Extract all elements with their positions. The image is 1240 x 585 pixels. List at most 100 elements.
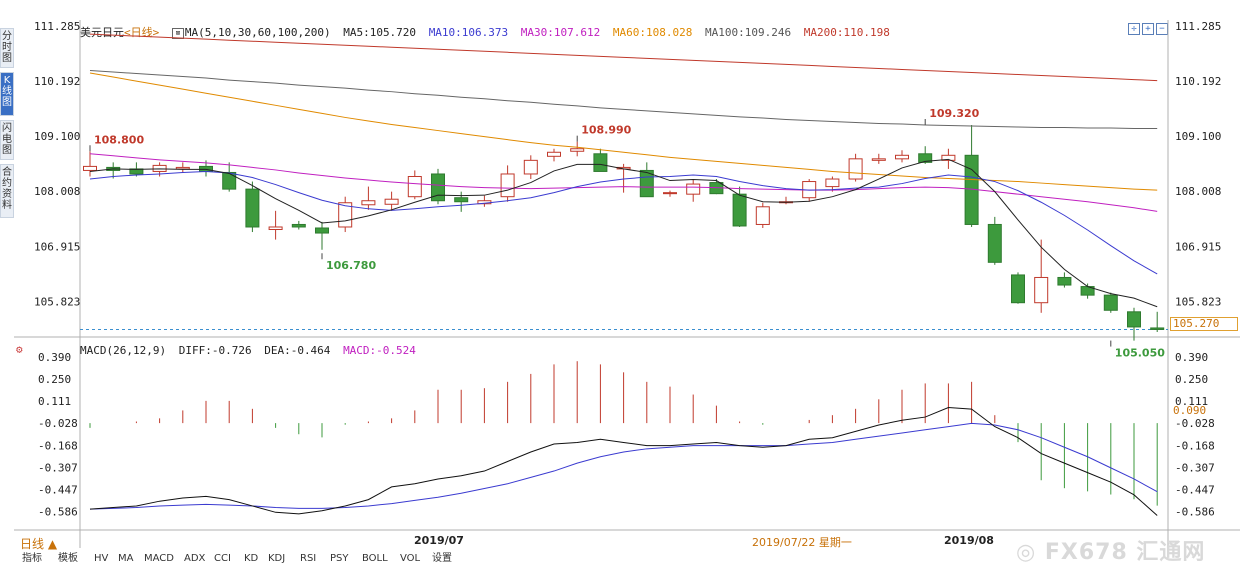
ma200-value: MA200:110.198 — [803, 26, 890, 39]
ma-params: MA(5,10,30,60,100,200) — [184, 26, 331, 39]
ma100-value: MA100:109.246 — [705, 26, 792, 39]
candle-body — [361, 200, 376, 206]
annotation-label: 108.800 — [94, 133, 144, 146]
macd-y-tick-left: -0.168 — [38, 439, 78, 452]
candle-body — [315, 227, 329, 234]
macd-y-tick-left: 0.390 — [38, 351, 71, 364]
candle-body — [523, 159, 538, 175]
candle-body — [175, 166, 190, 170]
annotation-label: 109.320 — [929, 107, 979, 120]
macd-y-tick-left: 0.250 — [38, 373, 71, 386]
candle-body — [152, 164, 167, 172]
candle-body — [1103, 294, 1118, 311]
y-tick-label-right: 108.008 — [1175, 185, 1221, 198]
dea-value: DEA:-0.464 — [264, 344, 331, 357]
month-label-jul: 2019/07 — [414, 534, 464, 547]
candle-body — [755, 206, 770, 225]
ma5-line — [89, 158, 1158, 308]
indicator-tab[interactable]: ADX — [184, 553, 206, 564]
candle-body — [129, 168, 144, 175]
candle-body — [941, 154, 956, 161]
price-header: 美元日元<日线> ⊠ MA(5,10,30,60,100,200) MA5:105… — [80, 24, 896, 40]
candle-body — [500, 173, 515, 198]
candle-body — [825, 178, 840, 188]
dea-line — [89, 422, 1158, 510]
y-tick-label-left: 110.192 — [34, 75, 80, 88]
macd-y-tick-left: -0.307 — [38, 461, 78, 474]
tab-flash[interactable]: 闪电图 — [0, 120, 14, 160]
candle-body — [1034, 276, 1049, 304]
candle-body — [593, 153, 608, 172]
macd-y-tick-right: 0.111 — [1175, 395, 1208, 408]
zoom-in-icon[interactable]: + — [1142, 23, 1154, 35]
candle-body — [570, 148, 585, 152]
candle-body — [291, 223, 306, 228]
indicator-tab[interactable]: RSI — [300, 553, 317, 564]
indicator-tab[interactable]: 指标 — [22, 553, 42, 564]
candle-body — [245, 188, 260, 228]
diff-value: DIFF:-0.726 — [178, 344, 252, 357]
candle-body — [732, 193, 747, 227]
indicator-tab[interactable]: KDJ — [268, 553, 286, 564]
y-tick-label-right: 106.915 — [1175, 240, 1221, 253]
macd-y-tick-left: -0.028 — [38, 417, 78, 430]
indicator-tab[interactable]: BOLL — [362, 553, 388, 564]
y-tick-label-right: 110.192 — [1175, 75, 1221, 88]
indicator-tab[interactable]: KD — [244, 553, 259, 564]
candle-body — [918, 153, 933, 163]
indicator-tab[interactable]: MA — [118, 553, 134, 564]
indicator-tab[interactable]: HV — [94, 553, 109, 564]
ma60-value: MA60:108.028 — [612, 26, 693, 39]
y-tick-label-right: 109.100 — [1175, 130, 1221, 143]
y-tick-label-left: 106.915 — [34, 240, 80, 253]
y-tick-label-left: 109.100 — [34, 130, 80, 143]
candle-body — [1127, 311, 1141, 328]
macd-header: MACD(26,12,9) DIFF:-0.726 DEA:-0.464 MAC… — [80, 344, 422, 357]
settings-gear-icon[interactable]: ⚙ — [16, 343, 23, 356]
candle-body — [686, 183, 701, 195]
period-dropdown[interactable]: 日线 ▲ — [20, 537, 58, 551]
macd-y-tick-right: -0.028 — [1175, 417, 1215, 430]
y-tick-label-left: 105.823 — [34, 296, 80, 309]
annotation-label: 108.990 — [581, 124, 631, 137]
macd-value: MACD:-0.524 — [343, 344, 416, 357]
candle-body — [895, 154, 909, 160]
symbol-name: 美元日元 — [80, 26, 124, 39]
tab-contract-info[interactable]: 合约资料 — [0, 164, 14, 218]
candle-body — [384, 198, 399, 205]
candle-body — [431, 173, 445, 202]
candle-body — [407, 176, 422, 198]
indicator-tab[interactable]: 模板 — [58, 553, 78, 564]
macd-y-tick-right: -0.168 — [1175, 439, 1215, 452]
ma30-value: MA30:107.612 — [520, 26, 601, 39]
y-tick-label-left: 108.008 — [34, 185, 80, 198]
tab-intraday[interactable]: 分时图 — [0, 28, 14, 68]
macd-y-tick-right: 0.250 — [1175, 373, 1208, 386]
candle-body — [1057, 276, 1072, 286]
indicator-tab[interactable]: CCI — [214, 553, 231, 564]
ma200-line — [89, 33, 1158, 82]
ma10-value: MA10:106.373 — [428, 26, 509, 39]
macd-y-tick-left: -0.586 — [38, 506, 78, 519]
macd-y-tick-left: 0.111 — [38, 395, 71, 408]
macd-last-value: 0.090 — [1173, 404, 1207, 417]
candle-body — [454, 197, 469, 203]
ma100-line — [89, 69, 1158, 130]
indicator-tab[interactable]: MACD — [144, 553, 174, 564]
ma10-line — [89, 170, 1158, 275]
indicator-tab[interactable]: PSY — [330, 553, 349, 564]
candle-body — [1150, 327, 1165, 330]
crosshair-icon[interactable]: ✛ — [1128, 23, 1140, 35]
annotation-label: 106.780 — [326, 259, 376, 272]
indicator-tab[interactable]: 设置 — [432, 553, 452, 564]
candle-body — [871, 158, 886, 161]
indicator-tab[interactable]: VOL — [400, 553, 421, 564]
cursor-date: 2019/07/22 星期一 — [752, 536, 852, 549]
candle-body — [268, 226, 283, 231]
candle-body — [222, 171, 237, 190]
month-label-aug: 2019/08 — [944, 534, 994, 547]
macd-y-tick-right: -0.307 — [1175, 461, 1215, 474]
macd-y-tick-right: -0.447 — [1175, 484, 1215, 497]
